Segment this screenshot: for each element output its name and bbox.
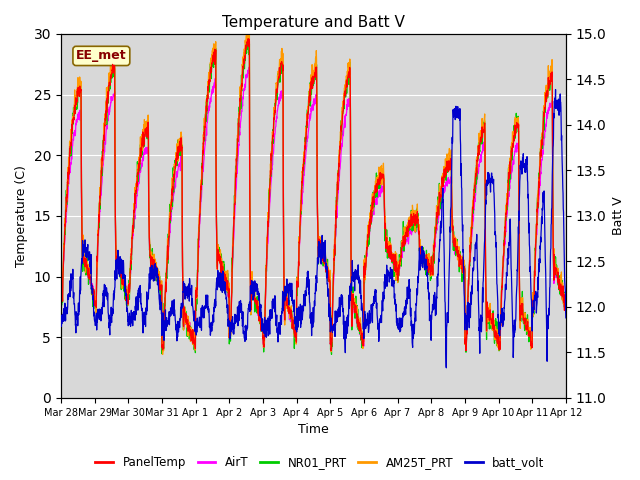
X-axis label: Time: Time — [298, 423, 329, 436]
Text: EE_met: EE_met — [76, 49, 127, 62]
Y-axis label: Batt V: Batt V — [612, 197, 625, 235]
Y-axis label: Temperature (C): Temperature (C) — [15, 165, 28, 267]
Title: Temperature and Batt V: Temperature and Batt V — [222, 15, 405, 30]
Legend: PanelTemp, AirT, NR01_PRT, AM25T_PRT, batt_volt: PanelTemp, AirT, NR01_PRT, AM25T_PRT, ba… — [91, 452, 549, 474]
